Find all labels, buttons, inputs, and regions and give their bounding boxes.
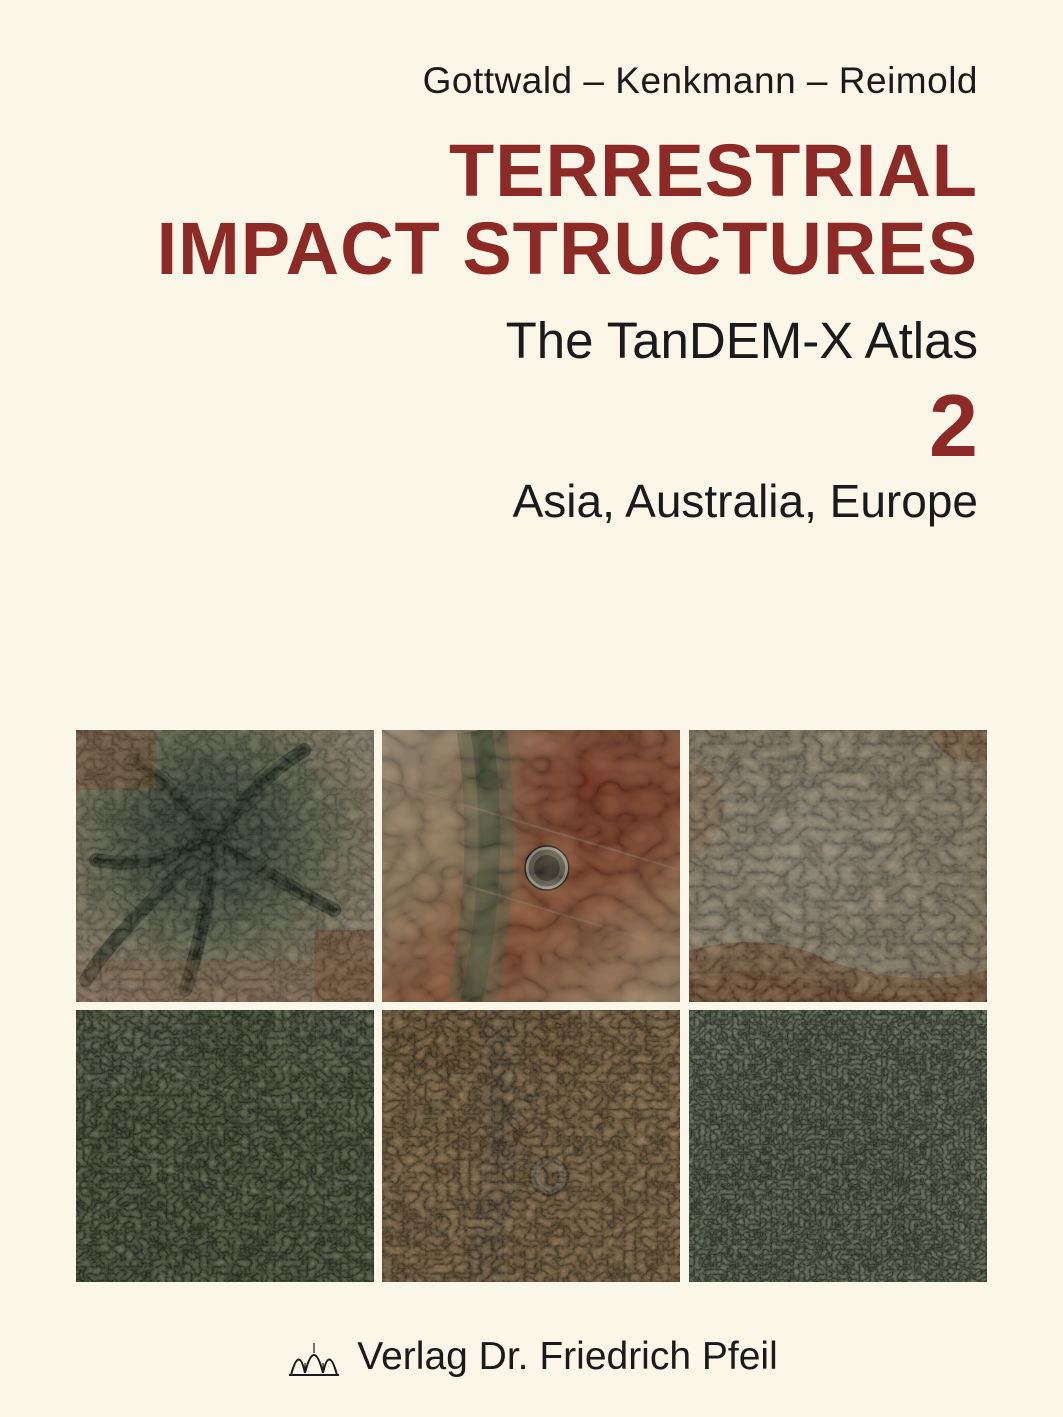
subtitle: The TanDEM-X Atlas (85, 311, 978, 370)
tile-dem-dendritic (76, 730, 374, 1002)
regions-line: Asia, Australia, Europe (85, 474, 978, 528)
tile-sat-mottled (689, 1010, 987, 1282)
title-line-1: TERRESTRIAL (449, 129, 978, 212)
publisher-name: Verlag Dr. Friedrich Pfeil (357, 1335, 778, 1379)
authors-line: Gottwald – Kenkmann – Reimold (85, 60, 978, 102)
main-title: TERRESTRIAL IMPACT STRUCTURES (85, 132, 978, 287)
tile-sat-crater (382, 1010, 680, 1282)
title-line-2: IMPACT STRUCTURES (157, 207, 978, 290)
cover-image-grid (76, 730, 987, 1282)
publisher-logo-icon (285, 1335, 343, 1379)
volume-number: 2 (85, 382, 978, 470)
tile-dem-pale (689, 730, 987, 1002)
tile-sat-concentric (76, 1010, 374, 1282)
publisher-line: Verlag Dr. Friedrich Pfeil (0, 1335, 1063, 1379)
tile-dem-crater (382, 730, 680, 1002)
